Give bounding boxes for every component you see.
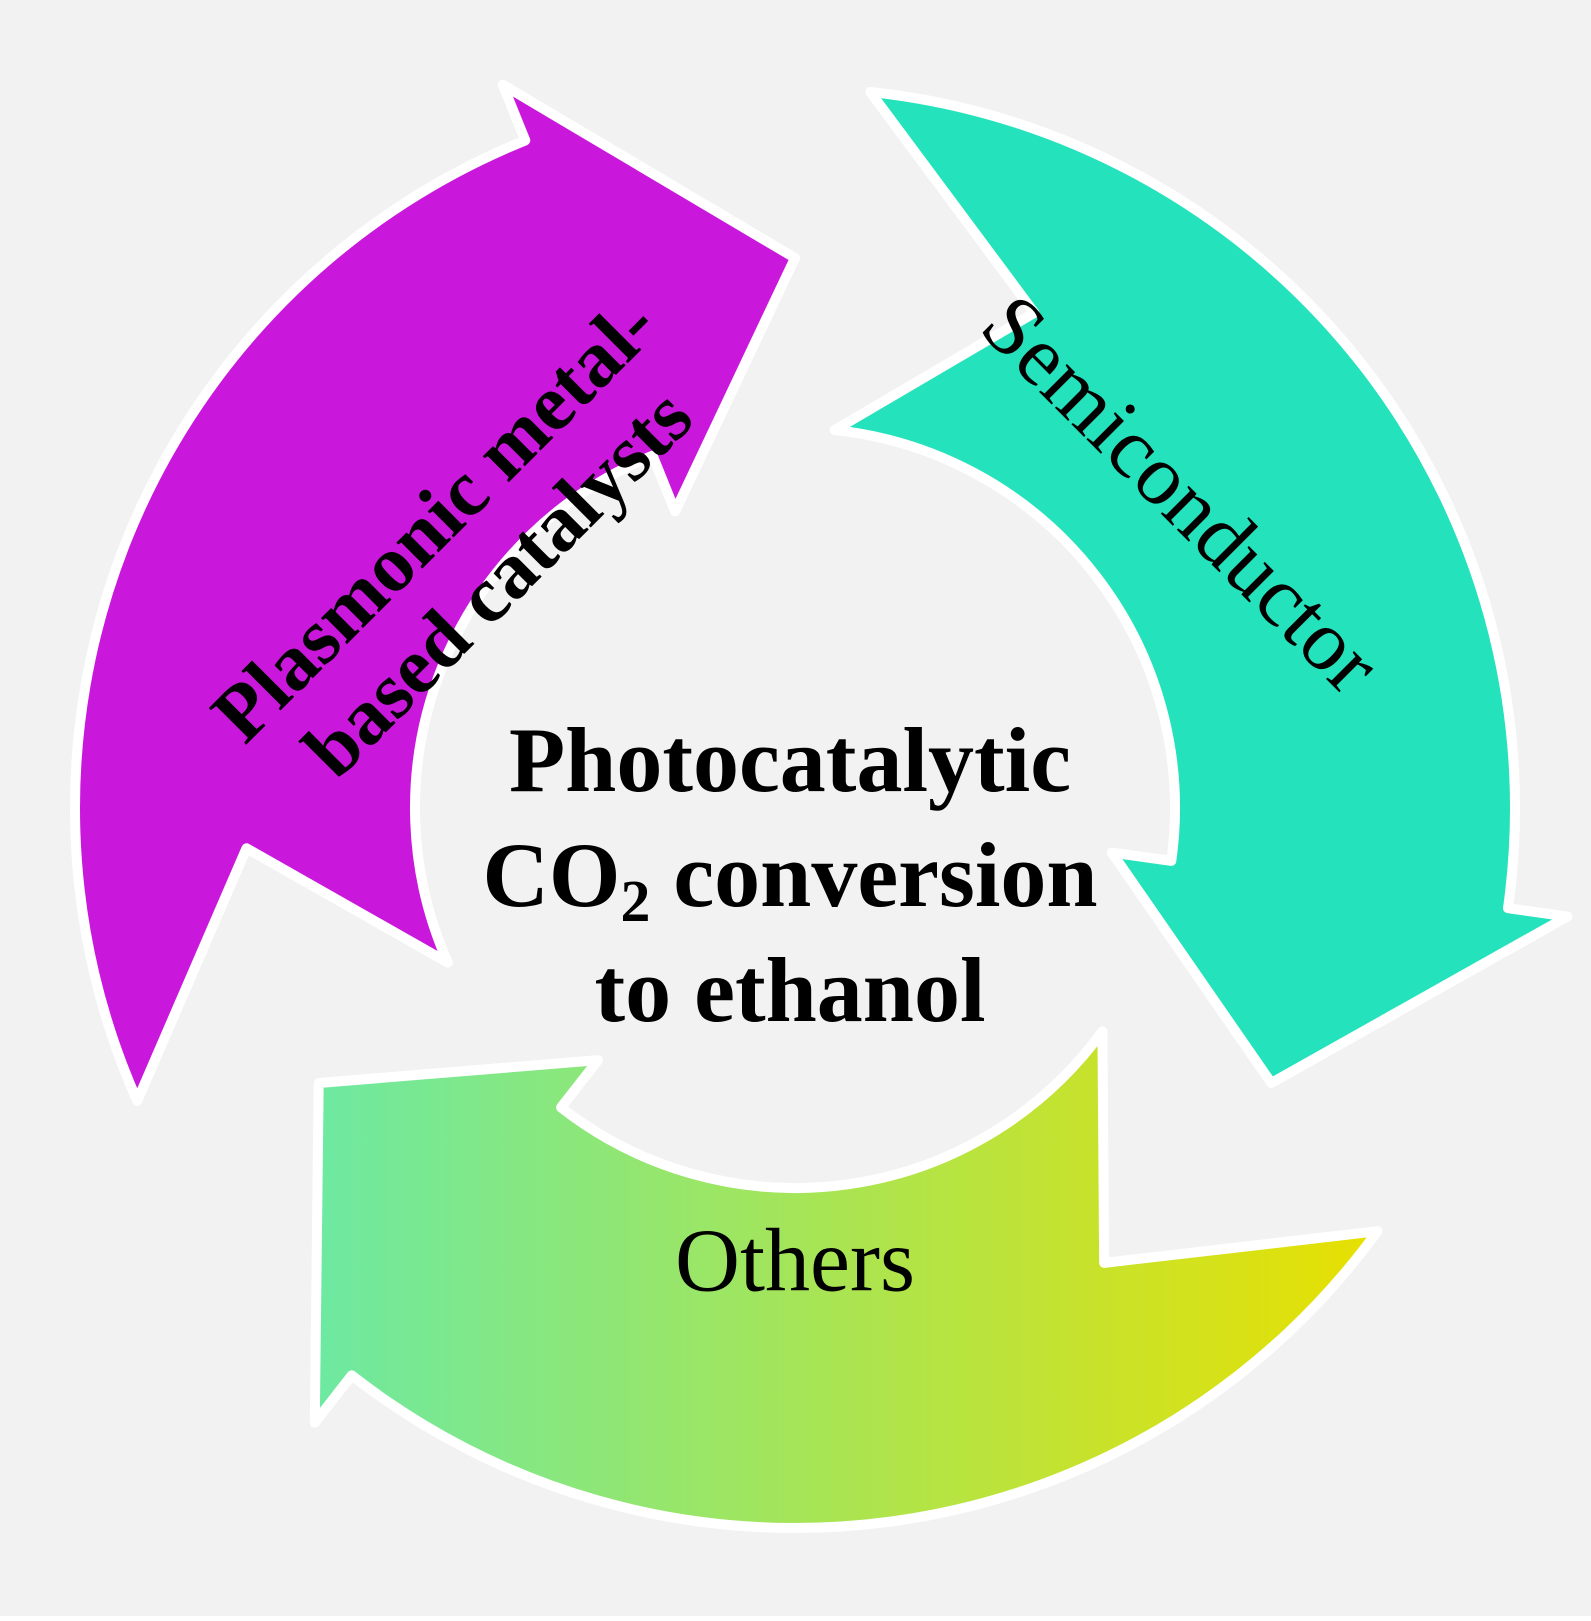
center-text-post: conversion bbox=[650, 824, 1097, 926]
diagram-canvas: Plasmonic metal-based catalystsSemicondu… bbox=[0, 0, 1591, 1616]
segment-label-others: Others bbox=[675, 1212, 915, 1311]
center-text-sub: 2 bbox=[620, 868, 650, 934]
center-text-line: to ethanol bbox=[595, 939, 986, 1041]
center-text-line: CO2 conversion bbox=[482, 824, 1097, 934]
center-text-pre: CO bbox=[482, 824, 620, 926]
segment-label-line: Others bbox=[675, 1212, 915, 1311]
center-text-line: Photocatalytic bbox=[509, 709, 1071, 811]
center-text-pre: Photocatalytic bbox=[509, 709, 1071, 811]
center-text-pre: to ethanol bbox=[595, 939, 986, 1041]
cycle-diagram: Plasmonic metal-based catalystsSemicondu… bbox=[0, 0, 1591, 1616]
